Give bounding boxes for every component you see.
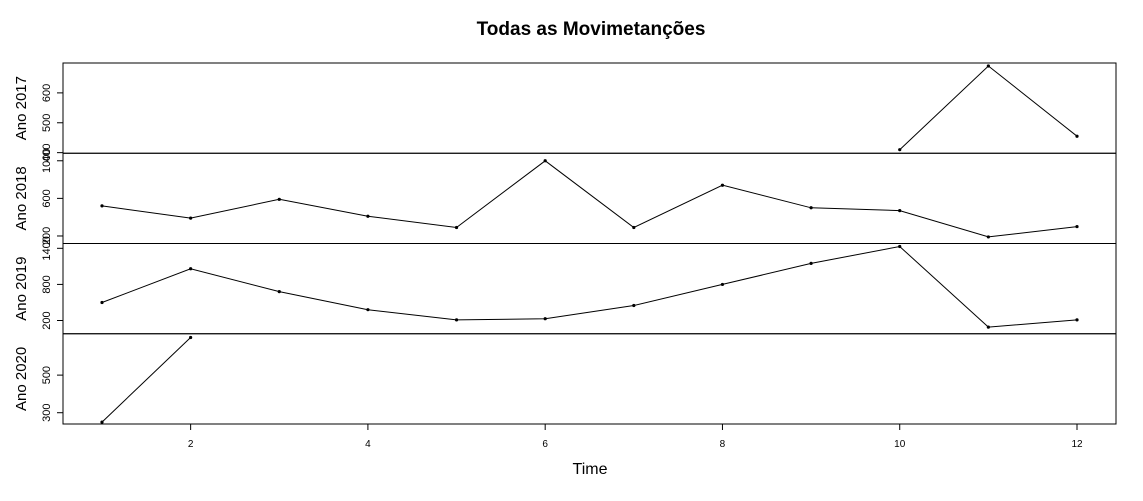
- y-tick-label: 800: [41, 275, 53, 293]
- data-point: [189, 216, 193, 220]
- x-tick-label: 4: [365, 439, 371, 450]
- data-point: [809, 261, 813, 265]
- data-point: [632, 303, 636, 308]
- data-point: [100, 420, 104, 424]
- series-label: Ano 2020: [13, 347, 30, 411]
- data-point: [100, 300, 104, 305]
- data-point: [720, 183, 725, 187]
- data-point: [986, 325, 990, 329]
- y-tick-label: 500: [41, 366, 53, 384]
- series-label: Ano 2017: [13, 76, 30, 140]
- data-point: [277, 197, 281, 201]
- panel-3: Ano 2019 200 800 1400: [13, 236, 1117, 335]
- data-point: [366, 214, 370, 218]
- data-point: [986, 235, 990, 239]
- x-tick-label: 8: [720, 439, 726, 450]
- data-point: [1075, 134, 1079, 138]
- data-point: [277, 290, 281, 294]
- series-label: Ano 2018: [13, 166, 30, 230]
- panel-frame: [62, 243, 1117, 335]
- panel-frame: [62, 62, 1117, 154]
- y-tick-label: 400: [41, 143, 53, 161]
- panel-1: Ano 2017 400 500 600: [13, 62, 1117, 162]
- data-point: [1075, 318, 1079, 322]
- data-point: [543, 317, 547, 321]
- data-point: [543, 159, 547, 163]
- series-label: Ano 2019: [13, 257, 30, 321]
- data-point: [454, 225, 459, 230]
- data-point: [100, 204, 104, 208]
- y-tick-label: 600: [41, 84, 53, 102]
- series-line: [101, 245, 1078, 328]
- data-point: [366, 308, 370, 312]
- y-tick-label: 1400: [41, 236, 53, 260]
- data-point: [986, 64, 990, 68]
- panel-4: Ano 2020 300 500: [13, 333, 1117, 425]
- series-line: [899, 65, 1078, 151]
- data-point: [898, 148, 902, 152]
- data-point: [632, 225, 636, 230]
- series-line: [101, 160, 1078, 238]
- x-tick-label: 10: [894, 439, 906, 450]
- data-point: [720, 282, 725, 287]
- x-tick-label: 2: [188, 439, 194, 450]
- chart-title: Todas as Movimetanções: [477, 19, 706, 40]
- y-tick-label: 1000: [41, 149, 53, 173]
- data-point: [189, 267, 193, 271]
- data-point: [898, 208, 902, 213]
- x-tick-label: 6: [542, 439, 548, 450]
- y-tick-label: 600: [41, 189, 53, 207]
- y-tick-label: 300: [41, 404, 53, 422]
- data-point: [454, 318, 459, 322]
- data-point: [809, 206, 813, 210]
- series-line: [101, 337, 191, 423]
- y-tick-label: 500: [41, 114, 53, 132]
- data-point: [898, 244, 902, 249]
- x-axis: 2 4 6 8 10 12: [188, 423, 1083, 450]
- y-tick-label: 200: [41, 311, 53, 329]
- x-axis-label: Time: [573, 461, 608, 478]
- panel-2: Ano 2018 200 600 1000: [13, 149, 1117, 245]
- data-point: [1075, 224, 1079, 229]
- panel-frame: [62, 152, 1117, 244]
- panel-frame: [62, 333, 1117, 425]
- data-point: [189, 335, 193, 340]
- x-tick-label: 12: [1071, 439, 1083, 450]
- y-tick-label: 200: [41, 227, 53, 245]
